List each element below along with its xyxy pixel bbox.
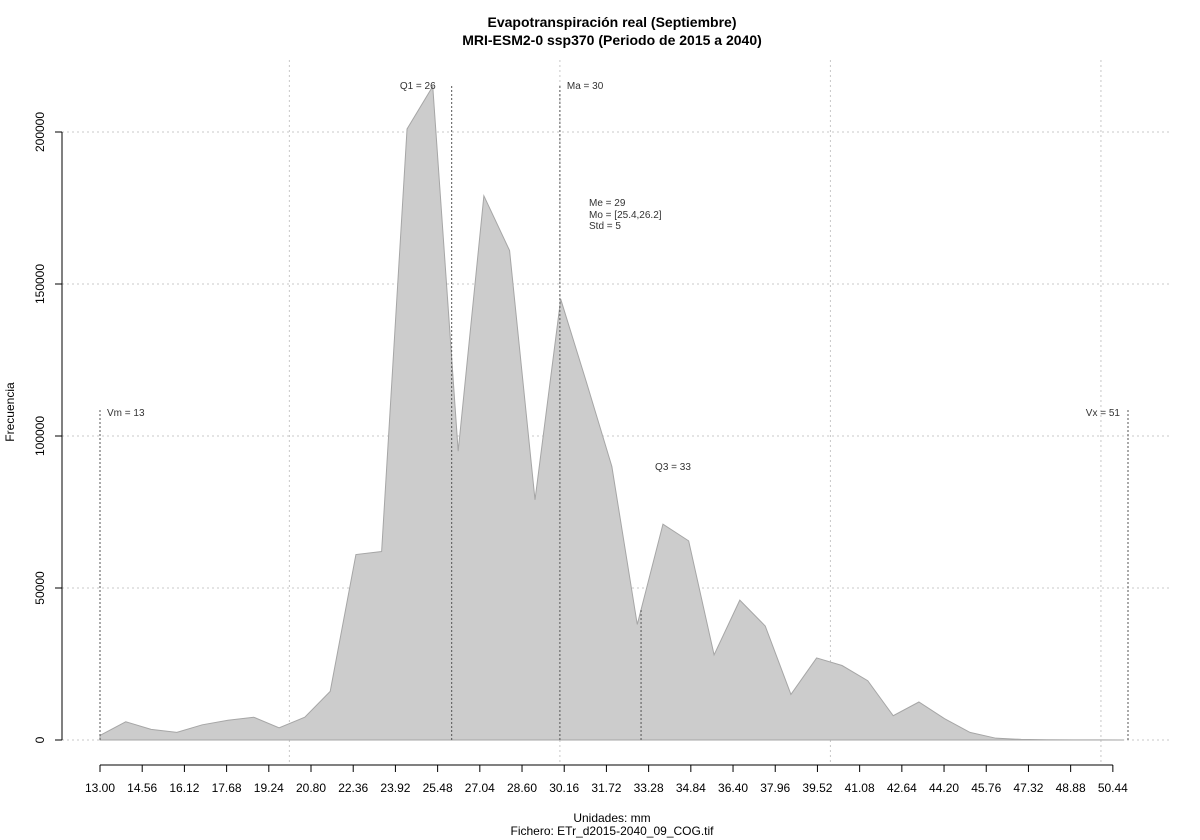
x-tick-label: 13.00: [85, 781, 115, 795]
annotations: Q1 = 26 Ma = 30 Q3 = 33 Vm = 13 Vx = 51 Me = …: [107, 81, 1120, 473]
axes: 0 50000 100000 150000 200000 13.00 14.56 16.12 1…: [33, 112, 1128, 795]
y-tick-label: 200000: [33, 112, 47, 152]
x-tick-label: 23.92: [380, 781, 410, 795]
x-tick-label: 30.16: [549, 781, 579, 795]
chart-subtitle: MRI-ESM2-0 ssp370 (Periodo de 2015 a 204…: [462, 32, 762, 48]
x-tick-label: 33.28: [634, 781, 664, 795]
y-axis-label: Frecuencia: [3, 382, 17, 442]
q3-label: Q3 = 33: [655, 462, 691, 473]
x-tick-label: 31.72: [591, 781, 621, 795]
x-tick-label: 14.56: [127, 781, 157, 795]
x-tick-label: 19.24: [254, 781, 284, 795]
reference-lines: [99, 84, 1129, 740]
x-tick-label: 25.48: [423, 781, 453, 795]
x-tick-label: 36.40: [718, 781, 748, 795]
x-tick-label: 45.76: [971, 781, 1001, 795]
mean-label: Ma = 30: [567, 81, 604, 92]
mode-label: Mo = [25.4,26.2]: [589, 210, 662, 221]
x-tick-label: 48.88: [1056, 781, 1086, 795]
y-tick-label: 0: [33, 736, 47, 743]
x-tick-label: 22.36: [338, 781, 368, 795]
x-tick-label: 42.64: [887, 781, 917, 795]
x-tick-label: 28.60: [507, 781, 537, 795]
y-tick-label: 150000: [33, 264, 47, 304]
x-tick-label: 27.04: [465, 781, 495, 795]
x-tick-label: 39.52: [802, 781, 832, 795]
x-tick-label: 17.68: [212, 781, 242, 795]
x-tick-label: 37.96: [760, 781, 790, 795]
x-tick-label: 34.84: [676, 781, 706, 795]
x-tick-label: 47.32: [1013, 781, 1043, 795]
x-tick-label: 41.08: [845, 781, 875, 795]
chart-title: Evapotranspiración real (Septiembre): [488, 14, 737, 30]
y-tick-label: 100000: [33, 416, 47, 456]
q1-label: Q1 = 26: [400, 81, 436, 92]
area-polygon: [99, 84, 1125, 741]
x-tick-label: 44.20: [929, 781, 959, 795]
x-axis-file-label: Fichero: ETr_d2015-2040_09_COG.tif: [511, 824, 715, 838]
x-tick-label: 20.80: [296, 781, 326, 795]
median-label: Me = 29: [589, 198, 626, 209]
x-tick-label: 16.12: [169, 781, 199, 795]
max-label: Vx = 51: [1086, 408, 1121, 419]
x-tick-label: 50.44: [1098, 781, 1128, 795]
min-label: Vm = 13: [107, 408, 145, 419]
area-series: [99, 84, 1125, 741]
x-axis-label: Unidades: mm: [573, 811, 650, 825]
y-tick-label: 50000: [33, 571, 47, 605]
std-label: Std = 5: [589, 221, 621, 232]
